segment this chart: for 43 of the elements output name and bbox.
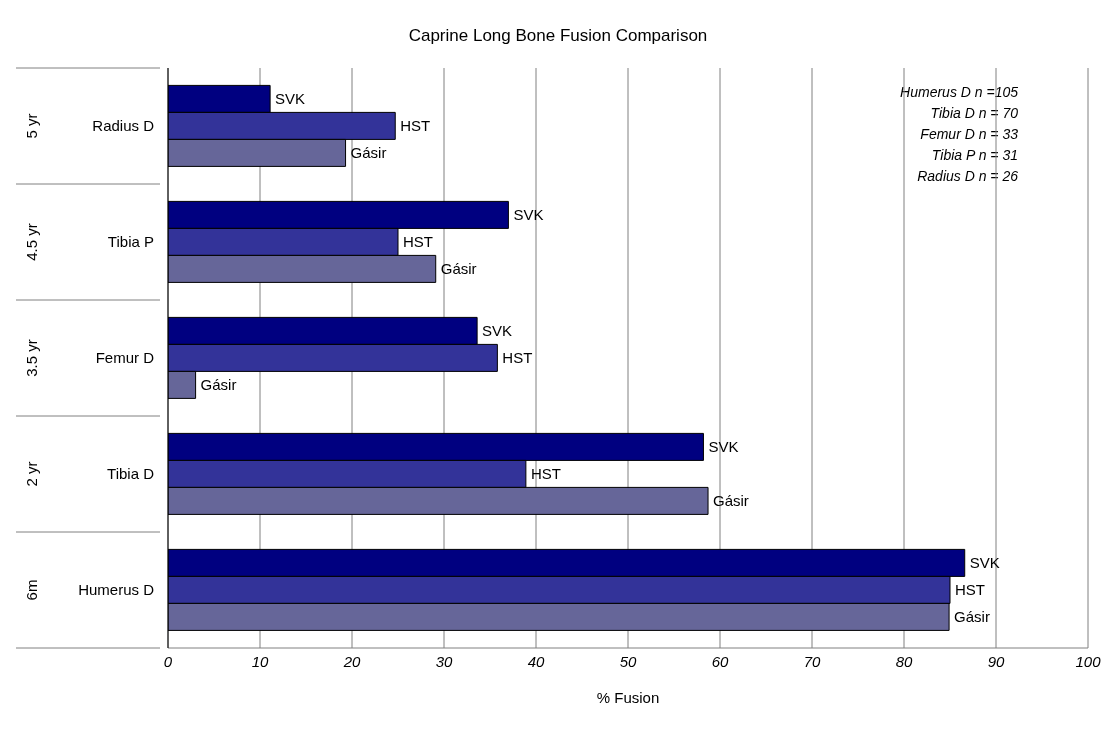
text: 5 yr bbox=[23, 113, 40, 139]
x-tick-label: 20 bbox=[342, 652, 361, 670]
chart-title: Caprine Long Bone Fusion Comparison bbox=[407, 26, 709, 46]
x-tick-label: 90 bbox=[987, 652, 1005, 670]
text: 2 yr bbox=[23, 461, 40, 487]
x-tick-label: 30 bbox=[435, 652, 453, 670]
text: SVK bbox=[482, 322, 513, 340]
text: 3.5 yr bbox=[23, 339, 40, 377]
y-tick-label: Radius D bbox=[92, 117, 155, 134]
text: HST bbox=[502, 349, 533, 367]
y-tick-label: Tibia P bbox=[107, 233, 154, 250]
text: 6m bbox=[23, 579, 40, 601]
x-axis-title: % Fusion bbox=[596, 689, 660, 706]
y-tick-label: Tibia D bbox=[107, 465, 155, 482]
y-tick-label: Humerus D bbox=[78, 581, 155, 598]
x-tick-label: 10 bbox=[251, 652, 269, 670]
text: SVK bbox=[708, 438, 739, 456]
annotation: Humerus D n =105 bbox=[900, 83, 1018, 102]
annotation: Tibia P n = 31 bbox=[930, 146, 1018, 165]
text: Gásir bbox=[440, 260, 477, 278]
x-tick-label: 80 bbox=[895, 652, 913, 670]
series-label: Gásir bbox=[350, 144, 387, 162]
text: HST bbox=[955, 581, 985, 599]
series-label: SVK bbox=[275, 90, 306, 108]
text: 4.5 yr bbox=[23, 223, 40, 261]
x-tick-label: 60 bbox=[711, 652, 729, 670]
annotation: Tibia D n = 70 bbox=[929, 104, 1018, 123]
text: SVK bbox=[513, 206, 544, 224]
annotation: Femur D n = 33 bbox=[919, 125, 1018, 144]
x-tick-label: 50 bbox=[619, 652, 637, 670]
x-tick-label: 70 bbox=[803, 652, 821, 670]
x-tick-label: 0 bbox=[163, 652, 173, 670]
text: HST bbox=[530, 465, 561, 483]
series-label: HST bbox=[400, 117, 431, 135]
text: Gásir bbox=[200, 376, 237, 394]
text: SVK bbox=[969, 554, 1000, 572]
x-tick-label: 100 bbox=[1075, 652, 1102, 670]
text: Gásir bbox=[954, 608, 990, 626]
x-tick-label: 40 bbox=[527, 652, 545, 670]
annotation: Radius D n = 26 bbox=[916, 167, 1018, 186]
y-tick-label: Femur D bbox=[95, 349, 155, 366]
text: Gásir bbox=[713, 492, 749, 510]
text: HST bbox=[403, 233, 433, 251]
